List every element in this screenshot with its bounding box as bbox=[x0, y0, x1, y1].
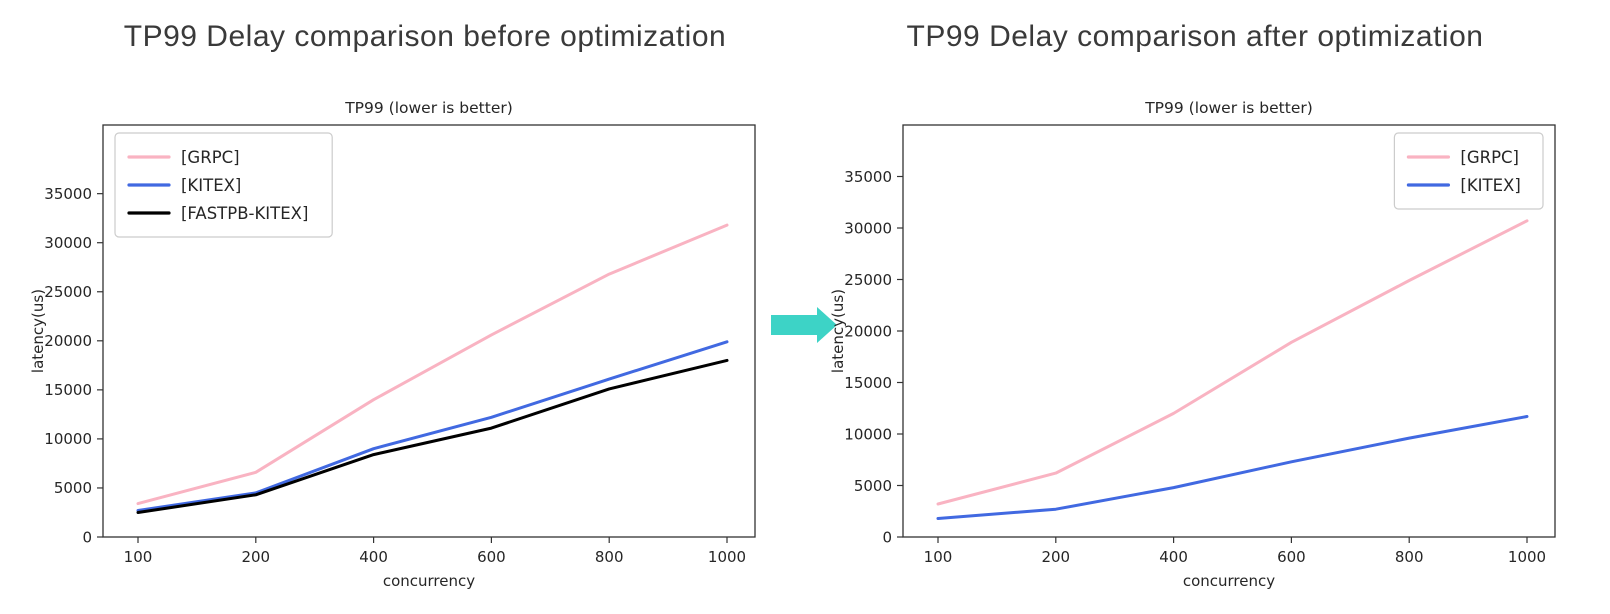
x-tick-label: 600 bbox=[477, 548, 506, 566]
y-tick-label: 5000 bbox=[54, 479, 92, 497]
legend-label: [KITEX] bbox=[1460, 176, 1520, 195]
x-tick-label: 600 bbox=[1277, 548, 1306, 566]
y-tick-label: 0 bbox=[882, 528, 892, 546]
x-tick-label: 800 bbox=[595, 548, 624, 566]
series-line-[FASTPB-KITEX] bbox=[136, 358, 729, 514]
x-tick-label: 200 bbox=[241, 548, 270, 566]
x-tick-label: 400 bbox=[359, 548, 388, 566]
x-tick-label: 200 bbox=[1041, 548, 1070, 566]
line-chart-before: TP99 (lower is better) 0 5000 10000 15000 200… bbox=[29, 99, 756, 590]
chart-after-optimization: TP99 (lower is better) 0 5000 10000 15000 200… bbox=[820, 95, 1560, 610]
series-line-[GRPC] bbox=[136, 223, 729, 506]
y-axis-label: latency(us) bbox=[29, 289, 47, 373]
legend-label: [KITEX] bbox=[181, 176, 241, 195]
line-chart-after: TP99 (lower is better) 0 5000 10000 15000 200… bbox=[829, 99, 1556, 590]
y-tick-label: 10000 bbox=[844, 425, 892, 443]
x-tick-label: 400 bbox=[1159, 548, 1188, 566]
legend-box bbox=[1393, 132, 1544, 210]
right-arrow-shape bbox=[771, 307, 837, 343]
y-tick-label: 20000 bbox=[44, 332, 92, 350]
y-tick-label: 25000 bbox=[44, 283, 92, 301]
x-axis-label: concurrency bbox=[1183, 572, 1275, 590]
x-tick-label: 800 bbox=[1395, 548, 1424, 566]
y-tick-label: 35000 bbox=[844, 168, 892, 186]
legend-box bbox=[114, 132, 333, 238]
x-axis-label: concurrency bbox=[383, 572, 475, 590]
y-tick-label: 35000 bbox=[44, 185, 92, 203]
y-tick-label: 10000 bbox=[44, 430, 92, 448]
y-tick-label: 30000 bbox=[44, 234, 92, 252]
y-tick-label: 15000 bbox=[44, 381, 92, 399]
y-tick-label: 30000 bbox=[844, 219, 892, 237]
y-tick-label: 5000 bbox=[854, 477, 892, 495]
legend-label: [FASTPB-KITEX] bbox=[181, 204, 308, 223]
chart-before-optimization: TP99 (lower is better) 0 5000 10000 15000 200… bbox=[20, 95, 760, 610]
chart-title: TP99 (lower is better) bbox=[344, 99, 513, 117]
series-line-[KITEX] bbox=[136, 340, 729, 512]
legend-label: [GRPC] bbox=[181, 148, 240, 167]
x-tick-label: 100 bbox=[924, 548, 953, 566]
y-tick-label: 0 bbox=[82, 528, 92, 546]
chart-title: TP99 (lower is better) bbox=[1144, 99, 1313, 117]
series-line-[KITEX] bbox=[936, 415, 1529, 520]
x-tick-label: 100 bbox=[124, 548, 153, 566]
series-line-[GRPC] bbox=[936, 219, 1529, 506]
y-tick-label: 25000 bbox=[844, 271, 892, 289]
y-tick-label: 15000 bbox=[844, 374, 892, 392]
legend-label: [GRPC] bbox=[1460, 148, 1519, 167]
x-tick-label: 1000 bbox=[708, 548, 746, 566]
right-arrow-icon bbox=[771, 307, 837, 343]
y-axis-label: latency(us) bbox=[829, 289, 847, 373]
y-tick-label: 20000 bbox=[844, 322, 892, 340]
headline-after-optimization: TP99 Delay comparison after optimization bbox=[906, 20, 1484, 53]
headline-before-optimization: TP99 Delay comparison before optimizatio… bbox=[123, 20, 727, 53]
x-tick-label: 1000 bbox=[1508, 548, 1546, 566]
